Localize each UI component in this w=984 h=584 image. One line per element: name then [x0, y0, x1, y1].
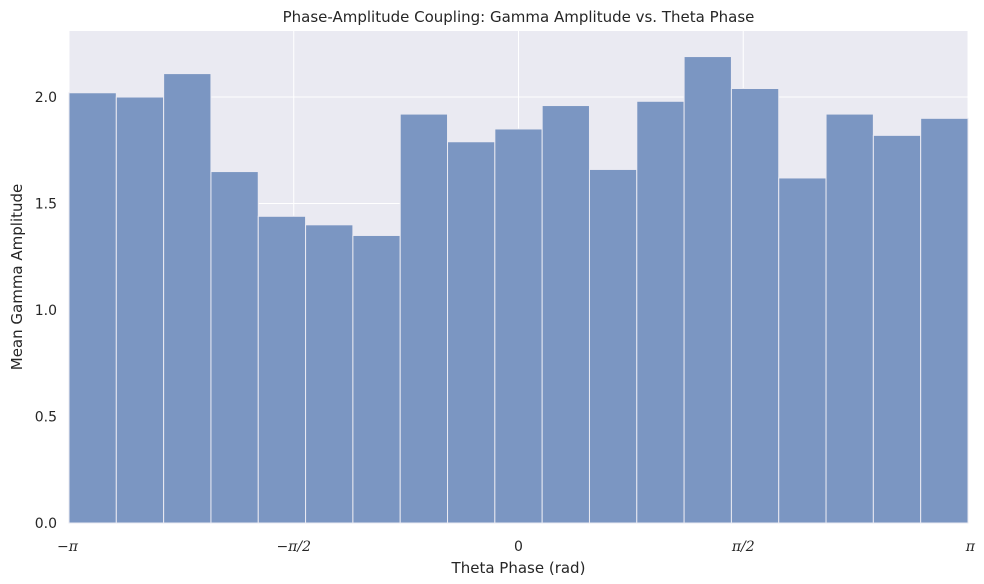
y-axis-label: Mean Gamma Amplitude	[8, 184, 26, 371]
chart-title: Phase-Amplitude Coupling: Gamma Amplitud…	[283, 8, 755, 26]
histogram-bars	[68, 56, 969, 524]
histogram-bar	[778, 177, 827, 524]
histogram-bar	[257, 215, 307, 524]
x-tick-label: −π	[57, 539, 79, 555]
x-tick-label: −π/2	[276, 539, 311, 555]
histogram-bar	[163, 73, 212, 524]
histogram-bar	[115, 96, 165, 524]
histogram-bar	[352, 234, 401, 524]
x-tick-label: π	[965, 539, 976, 555]
x-axis-ticks: −π −π/2 0 π/2 π	[57, 539, 976, 555]
histogram-bar	[68, 92, 117, 524]
y-tick-label: 0.0	[35, 516, 57, 532]
histogram-bar	[636, 100, 685, 524]
x-tick-label: π/2	[731, 539, 755, 555]
y-axis-ticks: 0.0 0.5 1.0 1.5 2.0	[35, 90, 57, 532]
x-axis-label: Theta Phase (rad)	[451, 559, 586, 577]
histogram-bar	[399, 113, 449, 524]
histogram-bar	[730, 88, 780, 524]
histogram-bar	[920, 117, 969, 524]
histogram-bar	[683, 56, 732, 524]
histogram-bar	[825, 113, 874, 524]
histogram-bar	[588, 168, 638, 524]
y-tick-label: 0.5	[35, 410, 57, 426]
histogram-bar	[210, 171, 259, 524]
histogram-bar	[872, 134, 922, 524]
histogram-bar	[494, 128, 543, 524]
y-tick-label: 1.5	[35, 197, 57, 213]
histogram-bar	[305, 224, 354, 524]
x-tick-label: 0	[514, 539, 523, 555]
y-tick-label: 1.0	[35, 303, 57, 319]
histogram-bar	[447, 141, 496, 524]
histogram-bar	[541, 105, 590, 524]
y-tick-label: 2.0	[35, 90, 57, 106]
